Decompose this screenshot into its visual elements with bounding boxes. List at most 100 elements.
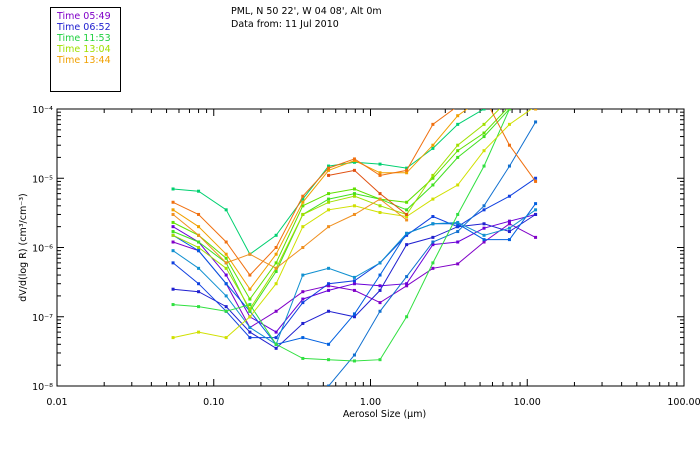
data-point-time-06-52-b: [301, 301, 305, 305]
data-point-time-06-52-b: [534, 176, 538, 180]
data-point-time-11-53-d: [248, 297, 252, 301]
data-point-time-11-53-c: [274, 270, 278, 274]
data-point-time-13-44-b: [534, 179, 538, 183]
data-point-time-13-44-b: [171, 200, 175, 204]
series-line-time-06-52-d: [328, 121, 537, 386]
data-point-time-06-52-a: [534, 212, 538, 216]
data-point-time-06-52-c: [301, 336, 305, 340]
data-point-time-13-04-b: [378, 211, 382, 215]
data-point-time-13-44-a: [224, 252, 228, 256]
data-point-time-05-49-b: [405, 282, 409, 286]
legend-item-time-0652: Time 06:52: [57, 22, 111, 33]
y-axis-label: dV/d(log R) (cm³/cm⁻³): [18, 193, 29, 302]
data-point-time-05-49-a: [301, 290, 305, 294]
data-point-time-05-49-a: [274, 309, 278, 313]
data-point-time-06-52-e: [248, 325, 252, 329]
data-point-time-06-52-e: [197, 266, 201, 270]
data-point-time-06-52-d: [507, 164, 511, 168]
data-point-time-13-44-c: [171, 212, 175, 216]
data-point-time-11-53-b: [456, 212, 460, 216]
series-line-time-13-04-b: [172, 109, 533, 339]
data-point-time-11-53-b: [431, 261, 435, 265]
series-line-time-13-44-d: [328, 169, 407, 215]
data-point-time-11-53-c: [352, 192, 356, 196]
data-point-time-05-49-a: [378, 301, 382, 305]
data-point-time-11-53-b: [224, 309, 228, 313]
data-point-time-13-04-a: [482, 122, 486, 126]
data-point-time-11-53-a: [224, 208, 228, 212]
data-point-time-06-52-e: [224, 294, 228, 298]
data-point-time-13-44-c: [405, 218, 409, 222]
data-point-time-11-53-a: [301, 197, 305, 201]
data-point-time-13-04-b: [352, 204, 356, 208]
data-point-time-06-52-d: [352, 353, 356, 357]
data-point-time-13-44-b: [197, 212, 201, 216]
data-point-time-05-49-a: [327, 284, 331, 288]
series-line-time-13-44-b: [172, 109, 537, 276]
data-point-time-13-44-c: [352, 212, 356, 216]
data-point-time-13-04-b: [327, 208, 331, 212]
data-point-time-13-44-c: [378, 197, 382, 201]
data-point-time-06-52-e: [431, 222, 435, 226]
data-point-time-13-44-d: [327, 173, 331, 177]
data-point-time-06-52-b: [405, 233, 409, 237]
data-point-time-06-52-e: [352, 275, 356, 279]
data-point-time-11-53-a: [431, 146, 435, 150]
data-point-time-13-44-c: [301, 246, 305, 249]
data-point-time-13-44-b: [327, 166, 331, 170]
data-point-time-13-44-c: [274, 266, 278, 270]
data-point-time-13-44-b: [507, 143, 511, 147]
data-point-time-06-52-b: [248, 336, 252, 340]
data-point-time-13-04-a: [248, 307, 252, 311]
data-point-time-06-52-a: [224, 305, 228, 309]
data-point-time-06-52-e: [507, 226, 511, 230]
data-point-time-13-04-b: [197, 330, 201, 334]
data-point-time-06-52-d: [378, 309, 382, 313]
legend-item-time-1304: Time 13:04: [57, 44, 111, 55]
data-point-time-11-53-c: [405, 208, 409, 212]
data-point-time-13-44-a: [405, 171, 409, 175]
data-point-time-06-52-d: [327, 384, 331, 386]
data-point-time-06-52-b: [507, 194, 511, 198]
data-point-time-13-44-a: [248, 287, 252, 291]
data-point-time-11-53-c: [482, 135, 486, 139]
data-point-time-13-44-a: [534, 109, 538, 111]
data-point-time-05-49-b: [431, 243, 435, 247]
data-point-time-13-44-a: [456, 114, 460, 118]
data-point-time-11-53-a: [534, 97, 537, 100]
data-point-time-13-04-a: [171, 233, 175, 237]
data-point-time-06-52-e: [405, 231, 409, 235]
data-point-time-05-49-a: [534, 235, 538, 239]
data-point-time-13-44-b: [378, 173, 382, 177]
data-point-time-11-53-d: [431, 176, 435, 180]
data-point-time-05-49-a: [456, 262, 460, 266]
x-tick-label: 0.10: [203, 397, 224, 408]
data-point-time-13-04-a: [197, 246, 201, 249]
data-point-time-13-04-b: [301, 225, 305, 229]
data-point-time-06-52-c: [378, 273, 382, 277]
data-point-time-06-52-b: [171, 261, 175, 265]
data-point-time-06-52-c: [224, 282, 228, 286]
data-point-time-13-44-a: [378, 171, 382, 175]
data-point-time-06-52-a: [248, 330, 252, 334]
chart-date: Data from: 11 Jul 2010: [231, 19, 339, 30]
data-point-time-05-49-b: [274, 330, 278, 334]
data-point-time-06-52-e: [534, 208, 538, 212]
data-point-time-11-53-b: [274, 342, 278, 346]
data-point-time-05-49-a: [352, 288, 356, 292]
data-point-time-13-04-b: [405, 215, 409, 219]
data-point-time-13-04-a: [327, 200, 331, 204]
data-point-time-06-52-c: [482, 238, 486, 242]
data-point-time-11-53-b: [197, 305, 201, 309]
data-point-time-06-52-c: [352, 312, 356, 316]
data-point-time-13-04-b: [224, 336, 228, 340]
y-tick-label: 10⁻⁷: [32, 313, 53, 324]
data-point-time-06-52-a: [378, 288, 382, 292]
y-tick-label: 10⁻⁴: [32, 105, 53, 116]
data-point-time-06-52-d: [456, 230, 460, 234]
series-line-time-11-53-a: [173, 109, 486, 255]
data-point-time-06-52-a: [507, 230, 511, 234]
data-point-time-11-53-c: [248, 309, 252, 313]
legend-item-time-1153: Time 11:53: [57, 33, 111, 44]
